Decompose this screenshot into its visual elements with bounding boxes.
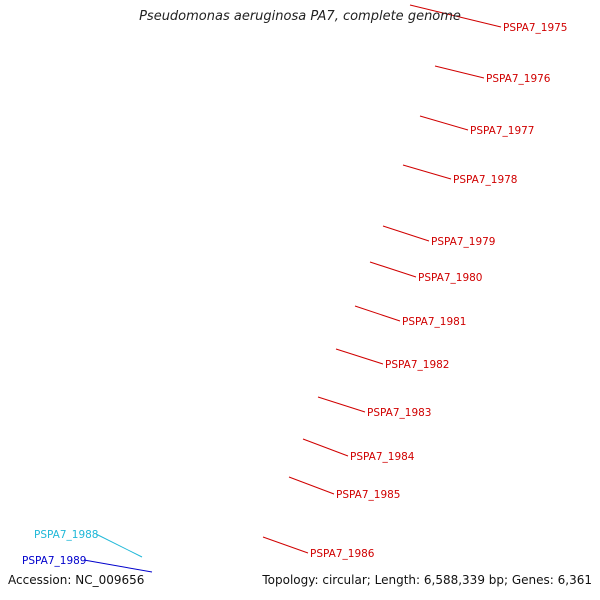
gene-label: PSPA7_1988 <box>34 529 99 541</box>
leader-line <box>409 4 502 28</box>
gene-label: PSPA7_1980 <box>418 272 483 284</box>
gene-label: PSPA7_1984 <box>350 451 415 463</box>
leader-line <box>354 305 401 322</box>
leader-line <box>302 438 349 457</box>
leader-line <box>317 396 366 413</box>
leader-line <box>402 164 452 180</box>
accession-text: Accession: NC_009656 <box>8 573 145 587</box>
leader-line <box>382 225 430 242</box>
gene-label: PSPA7_1978 <box>453 174 518 186</box>
gene-label: PSPA7_1977 <box>470 125 535 137</box>
leader-line <box>83 559 153 573</box>
gene-label: PSPA7_1989 <box>22 555 87 567</box>
gene-label: PSPA7_1982 <box>385 359 450 371</box>
leader-line <box>335 348 384 365</box>
gene-label: PSPA7_1979 <box>431 236 496 248</box>
genome-summary-text: Topology: circular; Length: 6,588,339 bp… <box>262 573 592 587</box>
leader-line <box>419 115 469 131</box>
gene-label: PSPA7_1975 <box>503 22 568 34</box>
leader-line <box>369 261 417 278</box>
leader-line <box>434 65 485 79</box>
leader-line <box>95 533 143 558</box>
gene-label: PSPA7_1981 <box>402 316 467 328</box>
gene-label: PSPA7_1983 <box>367 407 432 419</box>
leader-line <box>288 476 335 495</box>
gene-label: PSPA7_1986 <box>310 548 375 560</box>
map-title: Pseudomonas aeruginosa PA7, complete gen… <box>139 9 461 24</box>
gene-label: PSPA7_1985 <box>336 489 401 501</box>
leader-line <box>262 536 309 554</box>
gene-label: PSPA7_1976 <box>486 73 551 85</box>
